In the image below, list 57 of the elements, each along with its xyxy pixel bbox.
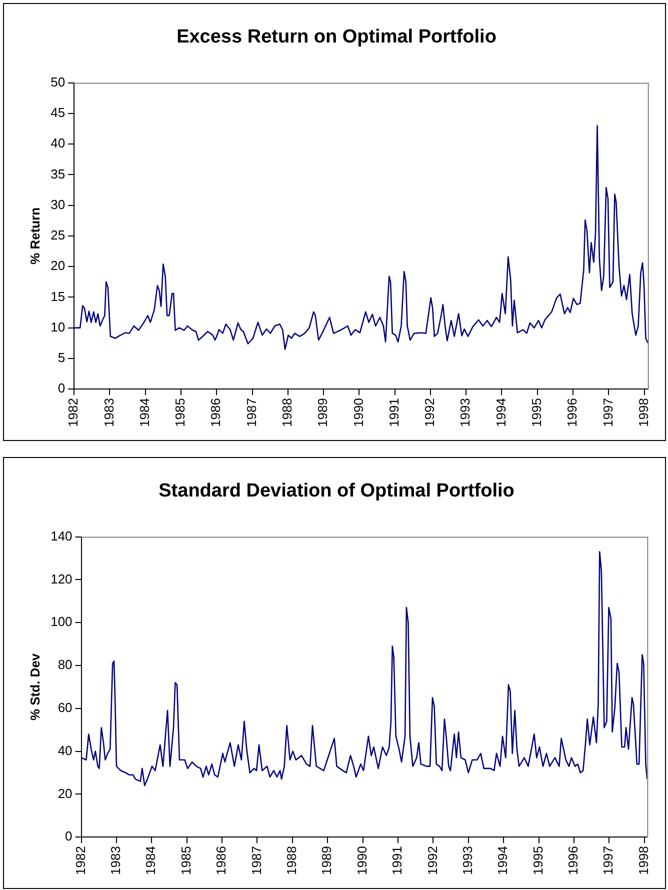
x-tick-label: 1986 <box>214 846 229 875</box>
y-axis-title: % Return <box>27 207 42 264</box>
y-tick-label: 35 <box>50 166 66 182</box>
y-tick-label: 0 <box>65 828 72 844</box>
x-tick-label: 1993 <box>460 846 475 875</box>
y-tick-label: 60 <box>58 700 72 715</box>
y-tick-label: 20 <box>50 258 66 274</box>
y-tick-label: 15 <box>50 288 66 304</box>
x-tick-label: 1992 <box>424 846 440 875</box>
x-tick-label: 1992 <box>422 398 438 427</box>
x-tick-label: 1985 <box>178 846 194 875</box>
chart-title: Standard Deviation of Optimal Portfolio <box>158 480 514 502</box>
x-tick-label: 1994 <box>495 846 510 875</box>
y-tick-label: 30 <box>50 196 66 212</box>
y-tick-label: 100 <box>50 614 72 630</box>
x-tick-label: 1993 <box>458 398 473 427</box>
x-tick-label: 1985 <box>172 398 188 427</box>
y-tick-label: 10 <box>50 319 66 334</box>
x-tick-label: 1984 <box>136 398 152 427</box>
x-tick-label: 1984 <box>143 846 158 875</box>
x-tick-label: 1982 <box>66 398 81 427</box>
y-tick-label: 25 <box>50 228 66 243</box>
y-tick-label: 50 <box>50 74 66 90</box>
x-tick-label: 1982 <box>72 846 88 875</box>
x-tick-label: 1989 <box>319 846 334 875</box>
x-tick-label: 1998 <box>636 846 651 875</box>
y-tick-label: 40 <box>50 136 66 151</box>
x-tick-label: 1997 <box>600 398 616 427</box>
x-tick-label: 1991 <box>390 846 405 875</box>
x-tick-label: 1988 <box>284 846 300 875</box>
x-tick-label: 1989 <box>315 398 330 427</box>
y-tick-label: 0 <box>58 380 66 396</box>
x-tick-label: 1996 <box>566 846 581 875</box>
x-tick-label: 1998 <box>636 398 651 427</box>
x-tick-label: 1995 <box>528 398 544 427</box>
x-tick-label: 1996 <box>564 398 580 427</box>
y-tick-label: 80 <box>58 657 72 672</box>
x-tick-label: 1986 <box>208 398 224 427</box>
chart-title: Excess Return on Optimal Portfolio <box>176 26 496 48</box>
y-tick-label: 120 <box>50 571 72 586</box>
y-tick-label: 45 <box>50 105 66 120</box>
y-axis-title: % Std. Dev <box>27 652 42 721</box>
x-tick-label: 1994 <box>493 398 508 427</box>
x-tick-label: 1987 <box>248 846 264 875</box>
x-tick-label: 1991 <box>386 398 402 427</box>
x-tick-label: 1983 <box>108 846 124 875</box>
y-tick-label: 140 <box>50 528 72 544</box>
y-tick-label: 5 <box>58 350 66 366</box>
x-tick-label: 1983 <box>101 398 116 427</box>
y-tick-label: 20 <box>58 786 72 801</box>
x-tick-label: 1997 <box>600 846 616 875</box>
x-tick-label: 1990 <box>350 398 366 427</box>
x-tick-label: 1988 <box>279 398 294 427</box>
x-tick-label: 1995 <box>530 846 546 875</box>
x-tick-label: 1990 <box>354 846 370 875</box>
x-tick-label: 1987 <box>244 398 259 427</box>
y-tick-label: 40 <box>58 742 72 758</box>
